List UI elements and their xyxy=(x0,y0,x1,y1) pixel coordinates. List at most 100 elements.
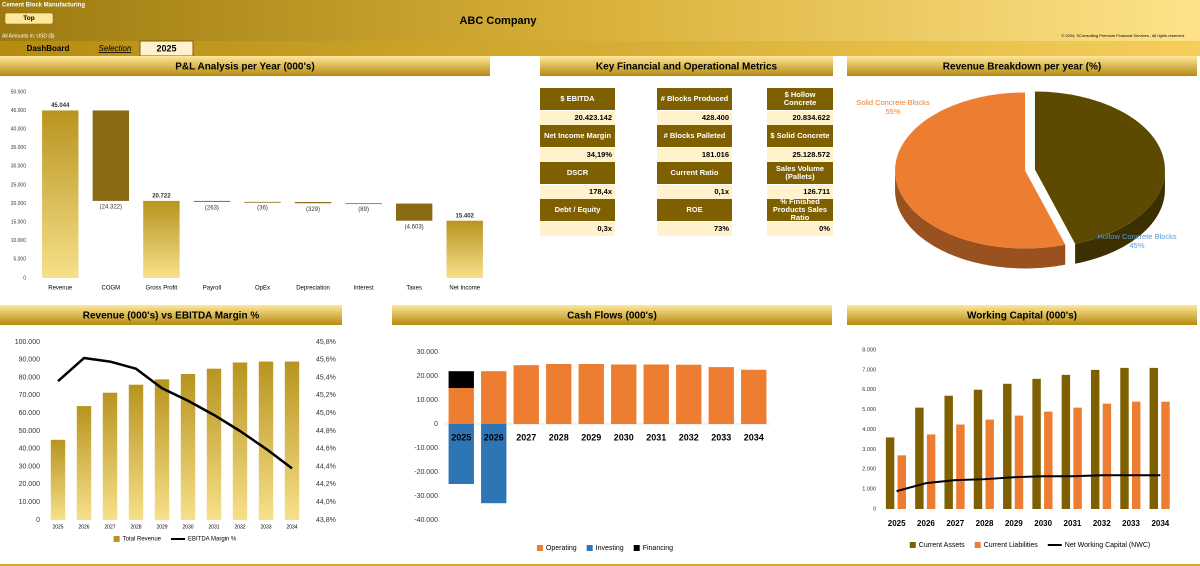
header-title: ABC Company xyxy=(459,15,537,27)
y2-tick-label: 43,8% xyxy=(316,517,336,524)
bar xyxy=(232,362,248,520)
metric-label: Debt / Equity xyxy=(540,199,615,221)
x-tick-label: 2028 xyxy=(549,432,569,442)
x-tick-label: 2030 xyxy=(614,432,634,442)
x-tick-label: 2031 xyxy=(1064,519,1082,528)
bar xyxy=(481,371,507,424)
x-tick-label: 2026 xyxy=(917,519,935,528)
panel-title-bar xyxy=(540,56,833,76)
x-tick-label: 2027 xyxy=(516,432,536,442)
x-tick-label: 2025 xyxy=(888,519,906,528)
bar xyxy=(1090,369,1100,509)
x-tick-label: 2031 xyxy=(208,524,219,530)
y-tick-label: 40.000 xyxy=(19,446,41,453)
legend: Current Assets Current Liabilities Net Wor… xyxy=(909,542,1150,549)
y2-tick-label: 45,4% xyxy=(316,374,336,381)
data-label: (36) xyxy=(257,206,268,212)
bar xyxy=(915,407,924,509)
x-tick-label: 2025 xyxy=(451,432,471,442)
bar xyxy=(1149,367,1159,509)
x-tick-label: 2028 xyxy=(130,524,141,530)
y-tick-label: 100.000 xyxy=(15,339,40,346)
bar xyxy=(885,437,895,509)
data-label: (24.322) xyxy=(100,204,122,210)
bar xyxy=(244,201,281,203)
panel-title: Key Financial and Operational Metrics xyxy=(596,62,778,73)
y-tick-label: 20.000 xyxy=(19,481,41,488)
metric-value: 181.016 xyxy=(657,148,732,162)
bar xyxy=(448,424,474,484)
legend-label: Net Working Capital (NWC) xyxy=(1065,542,1150,549)
header-copyright: © 2024, SConsulting Premium Financial Se… xyxy=(1061,33,1185,38)
metric-label: DSCR xyxy=(540,162,615,184)
panel-title-bar xyxy=(847,305,1197,325)
x-tick-label: 2027 xyxy=(946,519,964,528)
legend-swatch xyxy=(113,536,120,542)
data-label: 45.044 xyxy=(51,103,70,109)
y2-tick-label: 44,0% xyxy=(316,499,336,506)
bar xyxy=(1102,403,1112,509)
metric-value: 20.423.142 xyxy=(540,111,615,125)
bar xyxy=(42,110,79,279)
metric-label: $ Solid Concrete xyxy=(767,125,833,147)
y-tick-label: 30.000 xyxy=(19,463,41,470)
y-tick-label: 3.000 xyxy=(862,447,876,453)
legend-label: Operating xyxy=(546,545,577,552)
y2-tick-label: 44,6% xyxy=(316,446,336,453)
nav-tab[interactable]: DashBoard xyxy=(27,44,70,53)
metric-value: 428.400 xyxy=(657,111,732,125)
legend-swatch xyxy=(909,542,916,548)
year-value[interactable]: 2025 xyxy=(156,43,176,53)
x-tick-label: 2034 xyxy=(1151,519,1169,528)
nav-tab[interactable]: Selection xyxy=(99,44,132,53)
y-tick-label: -40.000 xyxy=(414,517,438,524)
legend-swatch xyxy=(974,542,981,548)
y-tick-label: 80.000 xyxy=(19,374,41,381)
bar xyxy=(143,200,180,278)
bar xyxy=(258,361,274,520)
top-button-label[interactable]: Top xyxy=(23,15,34,22)
metric-label: Sales Volume (Pallets) xyxy=(767,162,833,184)
y-tick-label: 20.000 xyxy=(417,373,439,380)
bar xyxy=(1032,378,1041,509)
y-tick-label: 5.000 xyxy=(13,257,26,263)
bar xyxy=(76,406,92,520)
bar xyxy=(284,361,300,520)
y2-tick-label: 44,2% xyxy=(316,481,336,488)
metric-value: 34,19% xyxy=(540,148,615,162)
bar xyxy=(206,368,222,520)
x-tick-label: 2029 xyxy=(581,432,601,442)
y-tick-label: 0 xyxy=(873,506,876,512)
x-tick-label: 2033 xyxy=(711,432,731,442)
data-label: 20.722 xyxy=(152,193,171,199)
y-tick-label: 40.000 xyxy=(11,127,27,133)
bar xyxy=(154,379,170,520)
legend: Operating Investing Financing xyxy=(536,545,673,552)
bar xyxy=(611,364,637,424)
bar xyxy=(1073,407,1082,509)
y-tick-label: 20.000 xyxy=(11,201,27,207)
y-tick-label: 60.000 xyxy=(19,410,41,417)
y-tick-label: 45.000 xyxy=(11,108,27,114)
y-tick-label: 70.000 xyxy=(19,392,41,399)
x-tick-label: 2025 xyxy=(52,524,63,530)
bar xyxy=(446,220,483,278)
top-button[interactable] xyxy=(4,12,54,25)
y-tick-label: 15.000 xyxy=(11,220,27,226)
x-tick-label: 2032 xyxy=(1093,519,1111,528)
bar xyxy=(708,367,734,424)
x-tick-label: 2029 xyxy=(156,524,167,530)
bar xyxy=(1044,411,1053,509)
pie-label: Solid Concrete Blocks xyxy=(856,98,930,107)
y-tick-label: 50.000 xyxy=(19,428,41,435)
data-label: (329) xyxy=(306,207,320,213)
bar xyxy=(448,371,474,388)
y-tick-label: -10.000 xyxy=(414,445,438,452)
x-tick-label: 2027 xyxy=(104,524,115,530)
y2-tick-label: 45,8% xyxy=(316,339,336,346)
y-tick-label: 7.000 xyxy=(862,367,876,373)
bar xyxy=(294,202,332,204)
legend: Total Revenue EBITDA Margin % xyxy=(113,536,237,543)
x-tick-label: Depreciation xyxy=(296,286,330,292)
